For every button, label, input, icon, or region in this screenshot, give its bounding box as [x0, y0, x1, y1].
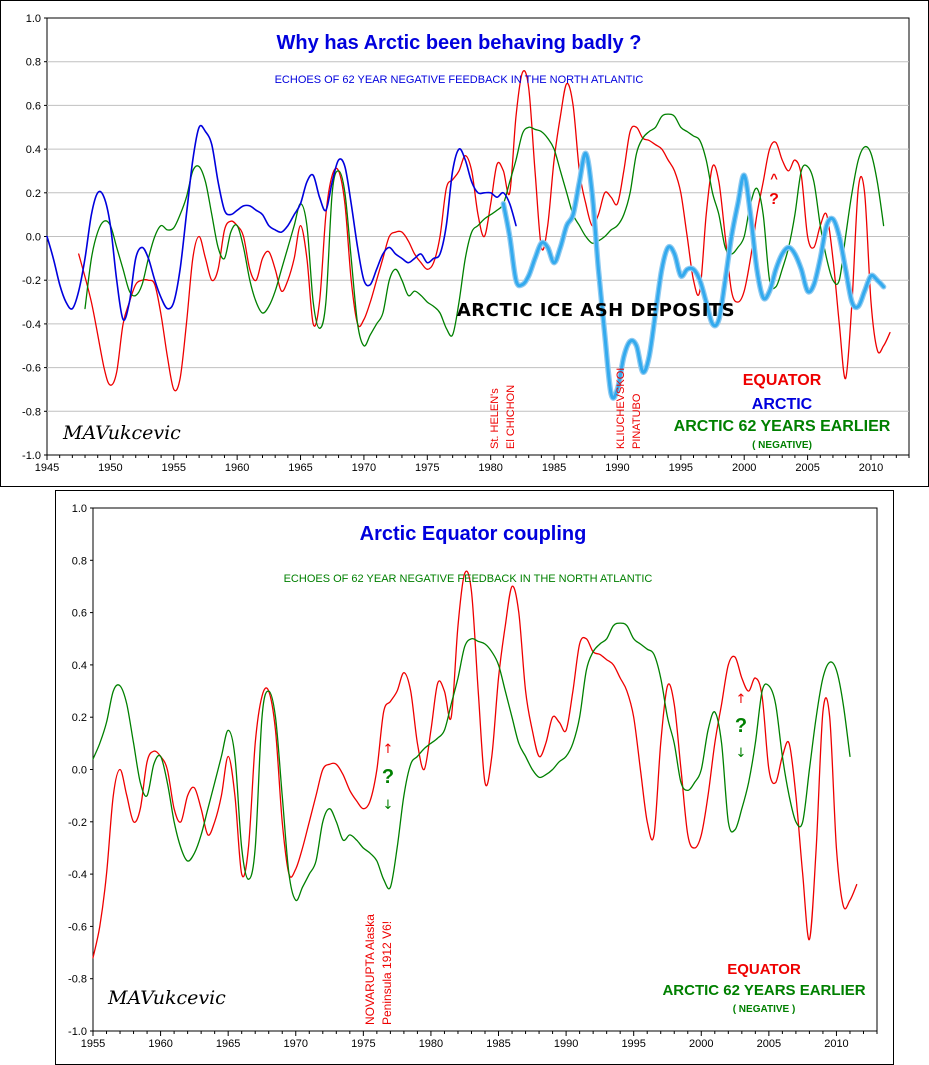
- x-tick-label: 2000: [732, 462, 756, 474]
- x-tick-label: 1975: [415, 462, 439, 474]
- x-tick-label: 1970: [352, 462, 376, 474]
- y-tick-label: 1.0: [26, 13, 41, 25]
- chart-panel-arctic-behaving: 1.0 0.8 0.6 0.4 0.2 0.0 -0.2 -0.4 -0.6 -0.8 -1.0 1…: [0, 0, 929, 487]
- series-lines: [92, 570, 858, 959]
- x-tick-label: 1965: [288, 462, 312, 474]
- legend-equator: EQUATOR: [743, 372, 822, 389]
- x-tick-label: 1980: [478, 462, 502, 474]
- series-line-arctic-62-years-earlier: [92, 622, 851, 902]
- y-tick-label: -0.6: [22, 363, 41, 375]
- y-tick-label: 0.0: [26, 232, 41, 244]
- plot-area: [92, 507, 878, 1032]
- y-tick-label: 0.0: [72, 765, 87, 777]
- annotation-novarupta-line1: NOVARUPTA Alaska: [363, 914, 377, 1025]
- legend-arctic-62: ARCTIC 62 YEARS EARLIER: [662, 982, 865, 999]
- annotation-novarupta-line2: Peninsula 1912 V6!: [380, 921, 394, 1025]
- chart-title: Arctic Equator coupling: [360, 523, 587, 545]
- y-tick-label: -0.8: [22, 406, 41, 418]
- y-tick-labels: 1.0 0.8 0.6 0.4 0.2 0.0 -0.2 -0.4 -0.6 -0.8 -1.0: [22, 13, 47, 462]
- y-tick-label: -0.2: [22, 275, 41, 287]
- signature: MAVukcevic: [62, 422, 181, 444]
- chart-svg-bottom: 1.0 0.8 0.6 0.4 0.2 0.0 -0.2 -0.4 -0.6 -0.8 -1.0 1…: [68, 503, 878, 1050]
- x-tick-label: 2010: [859, 462, 883, 474]
- y-tick-label: -0.4: [22, 319, 41, 331]
- chart-subtitle: ECHOES OF 62 YEAR NEGATIVE FEEDBACK IN T…: [275, 74, 644, 86]
- x-tick-label: 1955: [162, 462, 186, 474]
- y-tick-labels: 1.0 0.8 0.6 0.4 0.2 0.0 -0.2 -0.4 -0.6 -0.8 -1.0: [68, 503, 93, 1038]
- annotation-st-helens: St. HELEN's: [489, 388, 501, 449]
- x-tick-label: 2005: [795, 462, 819, 474]
- x-tick-label: 1960: [225, 462, 249, 474]
- y-tick-label: 0.4: [72, 660, 87, 672]
- annotation-down-arrow-1: ↓: [383, 798, 394, 813]
- x-tick-label: 1995: [621, 1038, 645, 1050]
- y-tick-label: 0.4: [26, 144, 41, 156]
- annotation-up-arrow-1: ↑: [383, 742, 394, 757]
- series-line-equator: [78, 70, 891, 392]
- y-tick-label: 1.0: [72, 503, 87, 515]
- y-tick-label: 0.2: [72, 712, 87, 724]
- chart-panel-arctic-equator-coupling: 1.0 0.8 0.6 0.4 0.2 0.0 -0.2 -0.4 -0.6 -0.8 -1.0 1…: [55, 490, 894, 1065]
- legend-negative: ( NEGATIVE ): [733, 1004, 796, 1015]
- annotation-up-arrow-2: ↑: [736, 692, 747, 707]
- signature: MAVukcevic: [107, 987, 226, 1009]
- annotation-down-arrow-2: ↓: [736, 746, 747, 761]
- x-tick-label: 2000: [689, 1038, 713, 1050]
- x-tick-labels: 1955 1960 1965 1970 1975 1980 1985 1990 1995 2000…: [81, 1031, 878, 1050]
- x-tick-label: 1945: [35, 462, 59, 474]
- x-tick-label: 1990: [554, 1038, 578, 1050]
- annotation-kliuchevskoi: KLIUCHEVSKOI: [615, 368, 627, 449]
- y-tick-label: -1.0: [68, 1026, 87, 1038]
- legend-arctic: ARCTIC: [752, 396, 813, 413]
- series-line-equator: [92, 570, 858, 959]
- x-tick-label: 1950: [98, 462, 122, 474]
- y-tick-label: -0.2: [68, 817, 87, 829]
- chart-title: Why has Arctic been behaving badly ?: [277, 32, 642, 54]
- annotation-ice-ash-deposits: ARCTIC ICE ASH DEPOSITS: [457, 300, 735, 321]
- legend-equator: EQUATOR: [727, 961, 801, 978]
- y-tick-label: -0.4: [68, 869, 87, 881]
- x-tick-label: 1960: [148, 1038, 172, 1050]
- annotation-el-chichon: El CHICHON: [505, 385, 517, 449]
- annotation-caret: ^: [770, 171, 778, 186]
- series-lines: [46, 70, 891, 401]
- y-tick-label: 0.8: [72, 555, 87, 567]
- y-tick-label: -0.6: [68, 921, 87, 933]
- x-tick-labels: 1945 1950 1955 1960 1965 1970 1975 1980 1985 1990…: [35, 455, 910, 474]
- annotation-question-1: ?: [382, 766, 394, 788]
- series-line-arctic-ice-ash-deposits: [501, 151, 886, 400]
- x-tick-label: 1990: [605, 462, 629, 474]
- y-tick-label: -0.8: [68, 974, 87, 986]
- x-tick-label: 1975: [351, 1038, 375, 1050]
- x-tick-label: 1985: [542, 462, 566, 474]
- x-tick-label: 1970: [284, 1038, 308, 1050]
- grid-lines: [47, 61, 909, 412]
- series-line-arctic: [46, 124, 517, 322]
- y-tick-label: 0.8: [26, 57, 41, 69]
- x-tick-label: 2010: [824, 1038, 848, 1050]
- legend-arctic-62: ARCTIC 62 YEARS EARLIER: [674, 418, 891, 435]
- y-tick-label: 0.6: [26, 100, 41, 112]
- annotation-question: ?: [769, 191, 779, 208]
- legend-negative: ( NEGATIVE): [752, 440, 812, 451]
- chart-svg-top: 1.0 0.8 0.6 0.4 0.2 0.0 -0.2 -0.4 -0.6 -0.8 -1.0 1…: [22, 13, 910, 474]
- x-tick-label: 1995: [669, 462, 693, 474]
- annotation-pinatubo: PINATUBO: [631, 393, 643, 449]
- x-tick-label: 1980: [419, 1038, 443, 1050]
- x-tick-label: 2005: [757, 1038, 781, 1050]
- x-tick-label: 1965: [216, 1038, 240, 1050]
- annotation-question-2: ?: [735, 715, 747, 737]
- chart-subtitle: ECHOES OF 62 YEAR NEGATIVE FEEDBACK IN T…: [284, 573, 653, 585]
- y-tick-label: 0.6: [72, 608, 87, 620]
- x-tick-label: 1985: [486, 1038, 510, 1050]
- y-tick-label: 0.2: [26, 188, 41, 200]
- x-tick-label: 1955: [81, 1038, 105, 1050]
- y-tick-label: -1.0: [22, 450, 41, 462]
